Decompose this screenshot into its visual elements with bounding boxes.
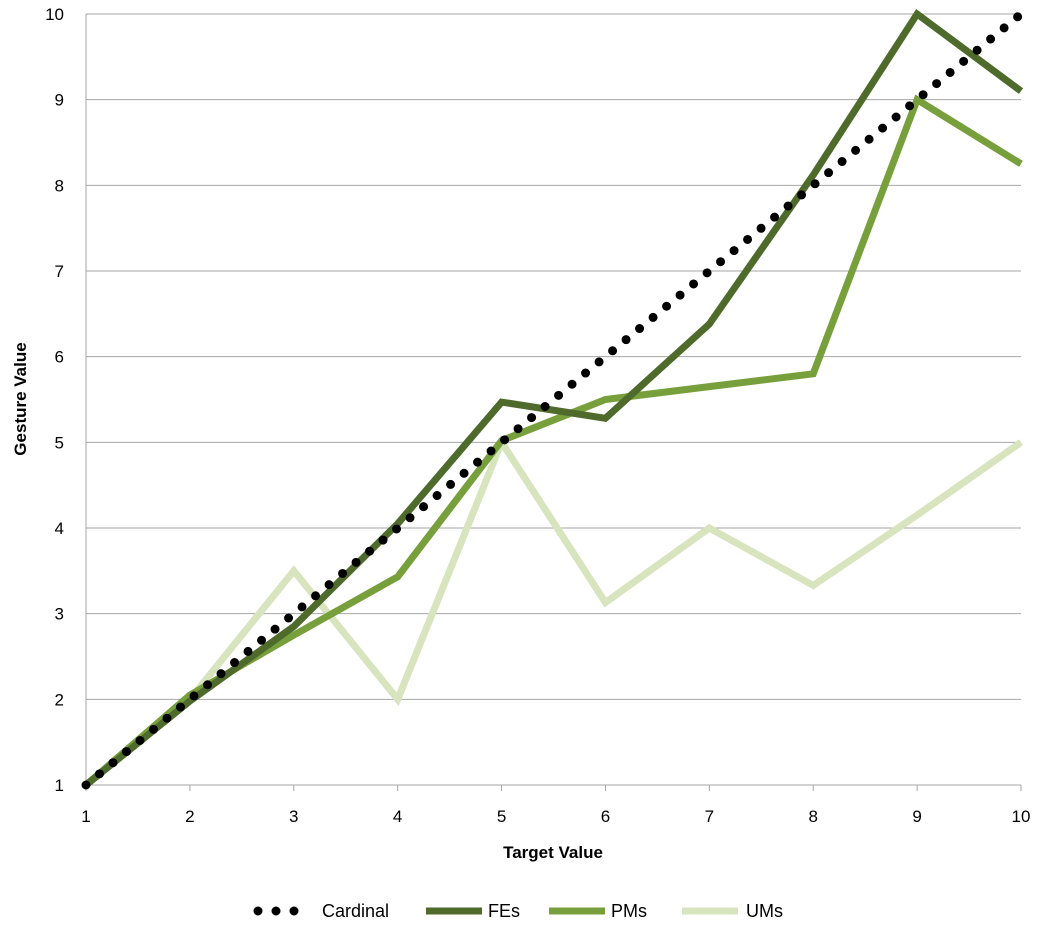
x-tick-label: 7 [705,807,714,826]
series-lines [81,8,1026,790]
series-line-cardinal [81,9,1026,790]
x-tick-label: 3 [289,807,298,826]
y-axis-title: Gesture Value [11,342,30,455]
series-line-ums [83,434,1024,788]
legend-item-pms: PMs [549,901,647,921]
legend-item-ums: UMs [682,901,783,921]
y-tick-label: 6 [55,348,64,367]
gridlines [85,13,1021,786]
y-tick-label: 1 [55,776,64,795]
legend-label-ums: UMs [746,901,783,921]
legend-label-cardinal: Cardinal [322,901,389,921]
x-axis-tick-labels: 1 2 3 4 5 6 7 8 9 10 [81,785,1030,826]
x-tick-label: 5 [497,807,506,826]
y-tick-label: 3 [55,605,64,624]
x-axis-title: Target Value [503,843,603,862]
legend-label-pms: PMs [611,901,647,921]
legend: Cardinal FEs PMs UMs [253,901,783,921]
y-axis-tick-labels: 1 2 3 4 5 6 7 8 9 10 [45,5,64,795]
y-tick-label: 8 [55,176,64,195]
x-tick-label: 8 [808,807,817,826]
y-tick-label: 9 [55,91,64,110]
legend-label-fes: FEs [488,901,520,921]
y-tick-label: 4 [55,519,64,538]
x-tick-label: 9 [912,807,921,826]
y-tick-label: 10 [45,5,64,24]
y-tick-label: 7 [55,262,64,281]
legend-item-cardinal: Cardinal [253,901,389,921]
x-tick-label: 1 [81,807,90,826]
x-tick-label: 4 [393,807,402,826]
legend-item-fes: FEs [426,901,520,921]
y-tick-label: 2 [55,690,64,709]
series-line-fes [83,8,1024,788]
x-tick-label: 6 [601,807,610,826]
x-tick-label: 2 [185,807,194,826]
x-tick-label: 10 [1012,807,1031,826]
y-tick-label: 5 [55,433,64,452]
